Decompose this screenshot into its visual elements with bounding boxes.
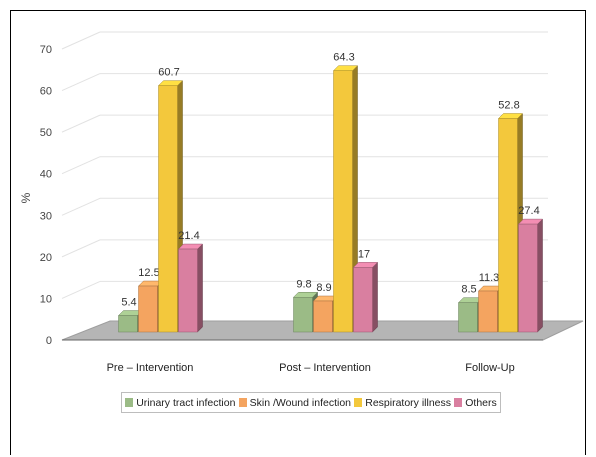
chart-legend: Urinary tract infection Skin /Wound infec… — [121, 392, 501, 413]
bar-side — [372, 261, 378, 333]
data-label: 8.9 — [316, 282, 331, 294]
gridline-slant — [61, 197, 101, 216]
bar — [478, 290, 498, 333]
bar — [458, 302, 478, 333]
y-tick-label: 70 — [40, 44, 52, 56]
bar — [353, 267, 373, 333]
gridline-slant — [61, 239, 101, 258]
legend-item: Respiratory illness — [354, 397, 451, 409]
data-label: 9.8 — [296, 278, 311, 290]
data-label: 21.4 — [178, 230, 199, 242]
bar-side — [197, 243, 203, 333]
gridline-slant — [61, 31, 101, 50]
bar — [293, 297, 313, 333]
bar — [498, 118, 518, 333]
bar — [333, 70, 353, 333]
legend-swatch — [125, 398, 134, 407]
data-label: 12.5 — [138, 267, 159, 279]
y-tick-label: 20 — [40, 252, 52, 264]
bar — [138, 285, 158, 333]
bar — [158, 85, 178, 333]
gridline-slant — [61, 114, 101, 133]
bar — [118, 315, 138, 333]
y-axis-label: % — [19, 192, 33, 203]
data-label: 5.4 — [121, 297, 136, 309]
y-tick-label: 10 — [40, 293, 52, 305]
bar — [178, 248, 198, 333]
legend-item: Skin /Wound infection — [238, 396, 352, 409]
data-label: 60.7 — [158, 67, 179, 79]
legend-label: Urinary tract infection — [136, 396, 236, 409]
legend-swatch — [454, 398, 463, 407]
y-tick-label: 30 — [40, 210, 52, 222]
gridline-slant — [61, 73, 101, 92]
legend-item: Others — [454, 397, 497, 409]
bar — [313, 300, 333, 333]
chart-frame — [10, 10, 586, 455]
x-tick-label: Pre – Intervention — [107, 362, 194, 374]
legend-swatch — [354, 398, 363, 407]
legend-label: Respiratory illness — [365, 396, 452, 409]
bar-side — [537, 218, 543, 333]
gridline-slant — [61, 156, 101, 175]
y-tick-label: 40 — [40, 169, 52, 181]
data-label: 27.4 — [518, 205, 539, 217]
bar — [518, 223, 538, 333]
data-label: 8.5 — [461, 284, 476, 296]
data-label: 17 — [358, 248, 370, 260]
x-tick-label: Post – Intervention — [279, 362, 371, 374]
y-tick-label: 60 — [40, 86, 52, 98]
gridline-slant — [61, 280, 101, 299]
data-label: 11.3 — [479, 272, 500, 284]
x-tick-label: Follow-Up — [465, 362, 515, 374]
y-tick-label: 50 — [40, 127, 52, 139]
y-tick-label: 0 — [46, 335, 52, 347]
legend-label: Others — [465, 396, 497, 409]
legend-label: Skin /Wound infection — [249, 396, 352, 409]
legend-item: Urinary tract infection — [125, 397, 235, 409]
data-label: 52.8 — [498, 100, 519, 112]
data-label: 64.3 — [333, 52, 354, 64]
legend-swatch — [238, 398, 247, 407]
